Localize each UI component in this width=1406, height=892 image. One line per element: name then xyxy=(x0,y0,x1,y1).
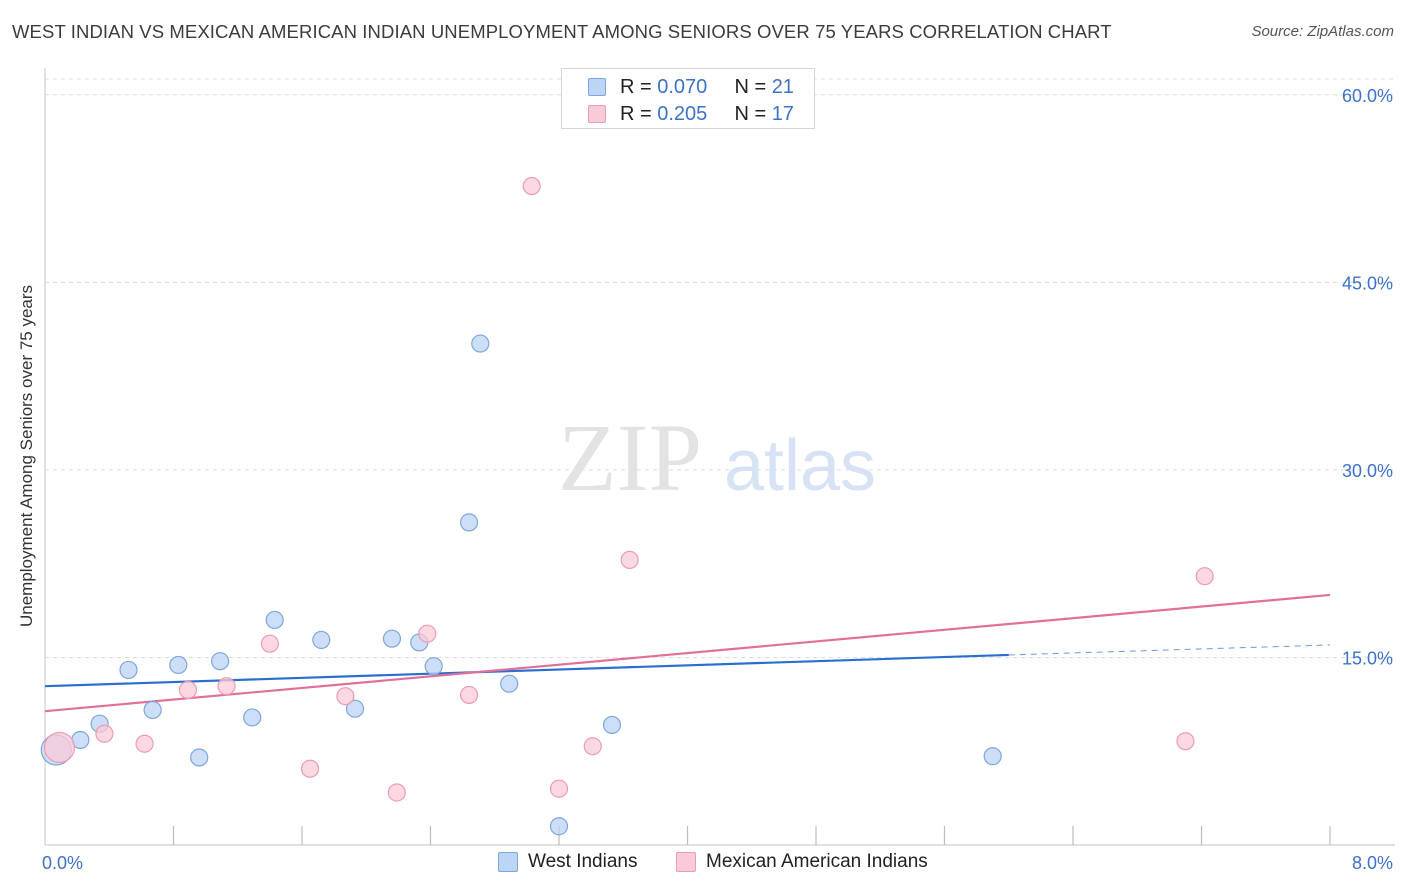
watermark: ZIP atlas xyxy=(558,404,876,511)
trend-layer xyxy=(44,593,1331,713)
west-indians-point xyxy=(424,657,443,676)
mexican-american-indians-point xyxy=(95,724,114,743)
west-indians-point xyxy=(143,700,162,720)
watermark-atlas: atlas xyxy=(724,426,876,506)
west-indians-point xyxy=(210,652,230,671)
legend-n-value: 21 xyxy=(771,75,794,98)
west-indians-trendline-extension xyxy=(1008,644,1331,656)
west-indians-point xyxy=(549,817,569,836)
west-indians-point xyxy=(983,747,1002,766)
legend-swatch-blue xyxy=(588,78,606,96)
mexican-american-indians-point xyxy=(387,783,406,802)
west-indians-point xyxy=(243,708,262,727)
west-indians-point xyxy=(190,748,209,767)
mexican-american-indians-point xyxy=(1176,732,1195,751)
mexican-american-indians-point xyxy=(217,677,236,696)
legend-item-west-indians: West Indians xyxy=(498,851,637,873)
y-tick-label: 30.0% xyxy=(1342,461,1393,481)
points-layer xyxy=(40,176,1214,836)
west-indians-point xyxy=(119,660,138,680)
y-tick-label: 60.0% xyxy=(1342,86,1393,106)
legend-swatch-pink xyxy=(588,105,606,123)
watermark-zip: ZIP xyxy=(558,404,702,511)
mexican-american-indians-point xyxy=(459,685,479,705)
legend-item-mexican-american-indians: Mexican American Indians xyxy=(676,851,928,873)
legend-swatch-blue xyxy=(498,852,518,872)
mexican-american-indians-point xyxy=(1195,567,1214,586)
x-tick-label: 8.0% xyxy=(1352,853,1393,873)
y-axis-label: Unemployment Among Seniors over 75 years xyxy=(17,284,36,628)
x-tick-label: 0.0% xyxy=(42,853,83,873)
mexican-american-indians-trendline xyxy=(44,593,1331,713)
mexican-american-indians-point xyxy=(300,759,320,778)
mexican-american-indians-point xyxy=(43,731,76,764)
legend-label-mexican-american-indians: Mexican American Indians xyxy=(706,851,928,872)
west-indians-point xyxy=(265,610,284,630)
y-tick-label: 15.0% xyxy=(1342,648,1393,668)
tick-label-layer: 15.0% 30.0% 45.0% 60.0% 0.0% 8.0% xyxy=(42,86,1393,873)
mexican-american-indians-point xyxy=(135,734,154,753)
mexican-american-indians-point xyxy=(522,176,541,196)
mexican-american-indians-point xyxy=(549,779,569,798)
mexican-american-indians-point xyxy=(260,634,279,653)
y-tick-label: 45.0% xyxy=(1342,273,1393,293)
legend-r-value: 0.205 xyxy=(657,102,708,125)
west-indians-point xyxy=(382,629,402,648)
grid-layer xyxy=(45,78,1395,658)
mexican-american-indians-point xyxy=(620,550,639,570)
legend-r-label: R = xyxy=(620,102,658,125)
west-indians-point xyxy=(345,699,365,718)
west-indians-point xyxy=(459,513,479,532)
legend-n-label: N = xyxy=(734,102,772,125)
west-indians-point xyxy=(169,655,188,675)
mexican-american-indians-point xyxy=(336,687,355,706)
legend-n-label: N = xyxy=(734,75,772,98)
legend-swatch-pink xyxy=(676,852,696,872)
west-indians-point xyxy=(602,715,622,735)
mexican-american-indians-point xyxy=(583,737,602,756)
legend-n-value: 17 xyxy=(771,102,794,125)
mexican-american-indians-point xyxy=(178,680,198,700)
west-indians-point xyxy=(312,630,331,650)
west-indians-trendline xyxy=(44,653,1009,688)
source-credit: Source: ZipAtlas.com xyxy=(1251,23,1394,40)
correlation-legend: R = 0.070 N = 21 R = 0.205 N = 17 xyxy=(561,68,815,129)
mexican-american-indians-point xyxy=(418,624,437,643)
west-indians-point xyxy=(471,334,490,353)
legend-r-value: 0.070 xyxy=(657,75,708,98)
axis-layer xyxy=(44,68,1395,846)
chart-title: WEST INDIAN VS MEXICAN AMERICAN INDIAN U… xyxy=(12,21,1112,42)
west-indians-point xyxy=(500,674,519,693)
legend-label-west-indians: West Indians xyxy=(528,851,638,872)
legend-r-label: R = xyxy=(620,75,658,98)
